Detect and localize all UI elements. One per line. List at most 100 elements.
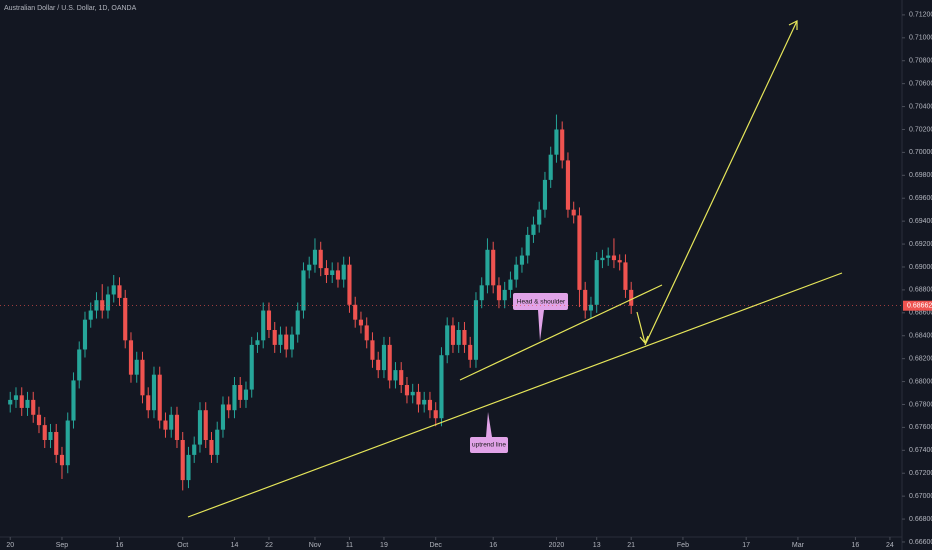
y-tick-label: 0.66800 xyxy=(909,516,932,523)
y-tick-label: 0.68800 xyxy=(909,287,932,294)
candle-body xyxy=(531,224,536,235)
x-tick-label: Oct xyxy=(177,542,188,549)
candle-body xyxy=(151,374,157,411)
candle-body xyxy=(387,344,392,381)
candle-body xyxy=(617,260,622,263)
candle-body xyxy=(427,399,433,411)
annotation: Head & shoulder xyxy=(517,299,566,306)
y-tick-label: 0.69200 xyxy=(909,241,932,248)
candle-body xyxy=(65,420,70,466)
annotation: uptrend line xyxy=(472,442,506,449)
y-tick-label: 0.67600 xyxy=(909,424,932,431)
arrow-head xyxy=(639,335,649,345)
candle-body xyxy=(450,325,456,345)
candle-body xyxy=(358,319,364,326)
x-tick-label: 2020 xyxy=(549,542,565,549)
y-tick-label: 0.67400 xyxy=(909,447,932,454)
candle-body xyxy=(226,404,231,411)
candle-body xyxy=(623,262,628,290)
candle-body xyxy=(209,440,214,455)
candle-body xyxy=(266,310,272,330)
y-tick-label: 0.70200 xyxy=(909,126,932,133)
candle-body xyxy=(485,249,490,286)
candle-body xyxy=(404,385,410,396)
candle-body xyxy=(571,209,576,216)
candle-body xyxy=(8,399,13,405)
x-tick-label: 20 xyxy=(6,542,14,549)
candle-body xyxy=(146,395,151,411)
y-tick-label: 0.70600 xyxy=(909,80,932,87)
candle-body xyxy=(364,325,369,341)
candle-body xyxy=(215,429,220,455)
callout-box xyxy=(470,412,508,453)
candle-body xyxy=(186,454,191,481)
last-price-label: 0.68662 xyxy=(907,303,932,310)
candle-body xyxy=(117,285,122,298)
candle-body xyxy=(410,391,415,396)
candle-body xyxy=(301,270,306,311)
y-tick-label: 0.70400 xyxy=(909,103,932,110)
candle-body xyxy=(238,385,243,400)
callout-box xyxy=(513,293,568,341)
candle-body xyxy=(174,414,180,440)
drawings xyxy=(187,20,843,518)
candle-body xyxy=(341,264,346,280)
x-tick-label: 16 xyxy=(489,542,497,549)
candle-body xyxy=(468,344,473,360)
x-tick-label: 16 xyxy=(852,542,860,549)
candle-body xyxy=(48,431,53,440)
candle-body xyxy=(496,285,502,301)
candle-body xyxy=(462,330,467,345)
candle-body xyxy=(416,391,421,405)
candle-body xyxy=(335,270,341,280)
candle-body xyxy=(508,279,513,290)
candle-body xyxy=(514,264,519,280)
y-tick-label: 0.71000 xyxy=(909,35,932,42)
candle-body xyxy=(295,310,300,335)
candle-body xyxy=(525,234,530,256)
candle-body xyxy=(606,255,611,258)
uptrend-line xyxy=(187,272,843,518)
arrow-down xyxy=(636,311,646,344)
candle-body xyxy=(611,255,617,261)
x-tick-label: 24 xyxy=(886,542,894,549)
candle-body xyxy=(54,431,59,455)
x-tick-label: 19 xyxy=(380,542,388,549)
x-tick-label: 16 xyxy=(116,542,124,549)
y-tick-label: 0.69400 xyxy=(909,218,932,225)
candle-body xyxy=(284,334,289,350)
candle-body xyxy=(203,410,208,440)
candle-body xyxy=(31,399,36,415)
candle-body xyxy=(370,340,375,360)
candle-body xyxy=(25,399,30,408)
candle-body xyxy=(77,349,82,381)
candle-body xyxy=(324,268,329,275)
candle-body xyxy=(42,425,47,440)
x-tick-label: Mar xyxy=(792,542,805,549)
candle-body xyxy=(36,414,42,426)
x-tick-label: Feb xyxy=(677,542,689,549)
neckline xyxy=(459,284,663,381)
candle-body xyxy=(629,289,634,306)
y-tick-label: 0.70000 xyxy=(909,149,932,156)
candle-body xyxy=(548,154,553,180)
candle-body xyxy=(261,310,266,341)
candle-body xyxy=(134,359,139,375)
y-tick-label: 0.70800 xyxy=(909,58,932,65)
y-tick-label: 0.69600 xyxy=(909,195,932,202)
y-tick-label: 0.68400 xyxy=(909,333,932,340)
candle-body xyxy=(381,344,387,371)
candle-body xyxy=(399,370,404,385)
y-tick-label: 0.68200 xyxy=(909,355,932,362)
candle-body xyxy=(537,209,542,225)
last-price-tag xyxy=(903,300,932,311)
candle-body xyxy=(502,289,507,301)
candle-body xyxy=(353,304,358,320)
candle-body xyxy=(542,179,548,210)
y-tick-label: 0.66600 xyxy=(909,539,932,546)
candle-body xyxy=(519,255,525,265)
candle-body xyxy=(169,414,174,430)
